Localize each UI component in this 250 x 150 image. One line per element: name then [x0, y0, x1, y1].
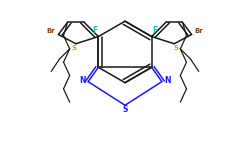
Text: Br: Br — [47, 28, 56, 34]
Text: N: N — [80, 76, 86, 85]
Text: S: S — [122, 105, 128, 114]
Text: S: S — [174, 45, 179, 51]
Text: F: F — [93, 26, 98, 35]
Text: Br: Br — [194, 28, 203, 34]
Text: S: S — [71, 45, 76, 51]
Text: F: F — [152, 26, 157, 35]
Text: N: N — [164, 76, 170, 85]
